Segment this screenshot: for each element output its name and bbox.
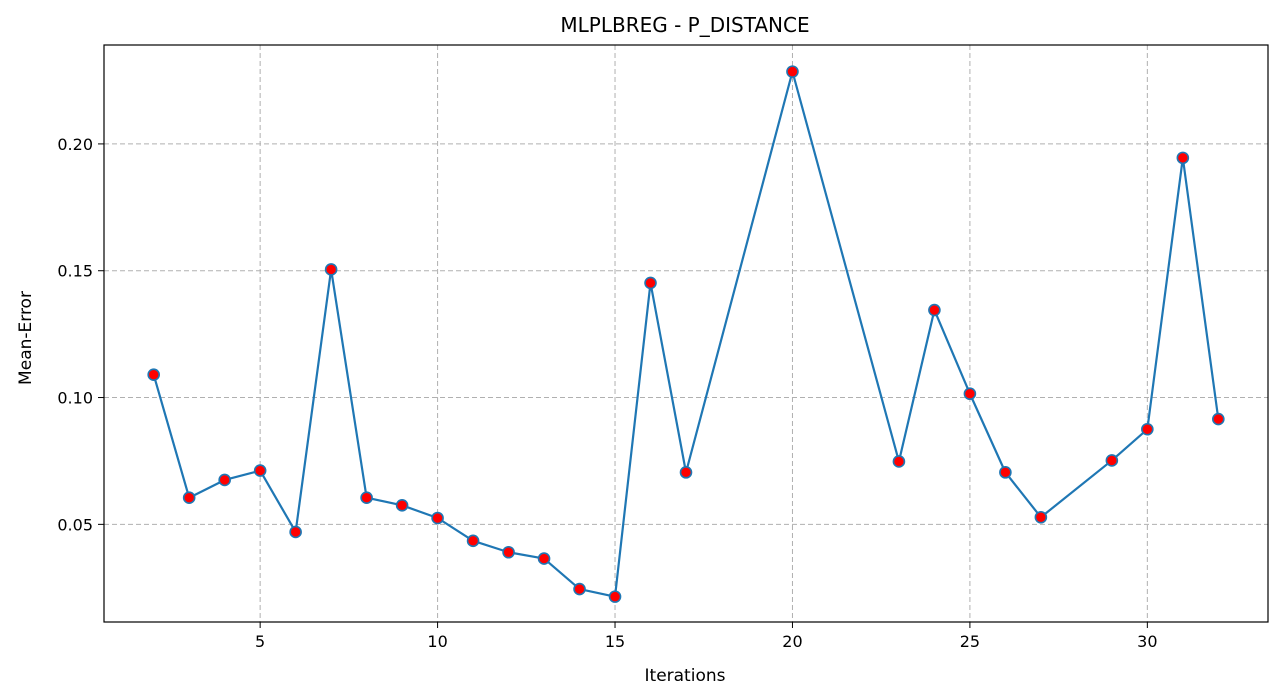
data-point <box>1034 510 1048 524</box>
data-point <box>644 276 657 290</box>
series-line <box>152 70 1220 598</box>
x-tick-label: 20 <box>782 632 802 651</box>
data-point <box>892 455 906 468</box>
data-point <box>1176 151 1190 165</box>
x-axis-label: Iterations <box>645 666 726 686</box>
data-point <box>608 590 622 603</box>
y-tick-label: 0.15 <box>57 262 93 281</box>
data-point <box>1141 422 1154 436</box>
data-point <box>573 582 586 596</box>
data-point <box>360 491 373 505</box>
y-tick-label: 0.20 <box>57 135 93 154</box>
data-point <box>218 473 231 487</box>
data-point <box>963 387 977 401</box>
data-point <box>253 464 267 477</box>
data-point <box>289 525 302 539</box>
data-point <box>147 368 160 382</box>
marker-layer <box>147 65 1225 603</box>
data-point <box>928 303 941 317</box>
data-point <box>1105 454 1119 467</box>
data-point <box>999 466 1012 479</box>
data-point <box>537 552 551 565</box>
data-point <box>324 263 338 276</box>
x-tick-label: 30 <box>1137 632 1157 651</box>
data-point <box>786 65 799 78</box>
data-point <box>431 511 444 525</box>
data-point <box>679 466 693 479</box>
data-point <box>395 499 409 512</box>
x-tick-label: 15 <box>605 632 625 651</box>
data-point <box>502 545 515 559</box>
plot-frame <box>103 44 1269 623</box>
chart-title: MLPLBREG - P_DISTANCE <box>560 13 809 37</box>
x-tick-label: 10 <box>427 632 447 651</box>
data-point <box>1212 412 1225 426</box>
y-tick-label: 0.05 <box>57 515 93 534</box>
x-tick-label: 5 <box>255 632 265 651</box>
grid-layer <box>104 45 1268 622</box>
line-layer <box>152 70 1220 598</box>
y-tick-label: 0.10 <box>57 389 93 408</box>
x-tick-label: 25 <box>960 632 980 651</box>
data-point <box>182 491 196 505</box>
data-point <box>466 534 480 548</box>
y-axis-label: Mean-Error <box>16 291 36 385</box>
tick-layer: 5 10 15 20 25 30 0.05 0.10 0.15 0.20 <box>57 135 1157 651</box>
